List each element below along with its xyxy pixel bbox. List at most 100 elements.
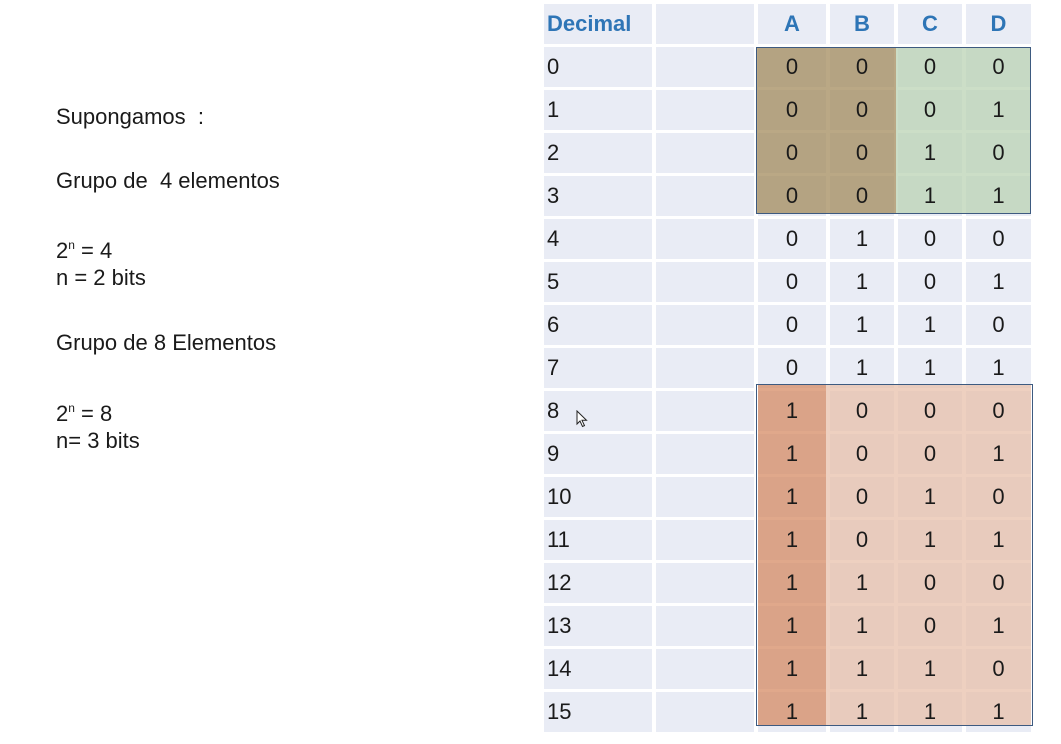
bit-cell-d: 0 bbox=[992, 570, 1005, 595]
bit-cell-d: 0 bbox=[992, 226, 1005, 251]
bit-cell-c: 0 bbox=[923, 97, 937, 122]
bit-cell-a: 1 bbox=[785, 441, 799, 466]
bit-cell-c: 1 bbox=[923, 527, 937, 552]
bit-cell-c: 0 bbox=[923, 441, 937, 466]
note-bits-3: n= 3 bits bbox=[56, 428, 140, 453]
bit-cell-b: 0 bbox=[855, 183, 869, 208]
formula-exponent: n bbox=[68, 401, 75, 415]
bit-cell-a: 0 bbox=[785, 269, 799, 294]
decimal-cell: 12 bbox=[547, 570, 572, 595]
bit-cell-c: 1 bbox=[923, 183, 937, 208]
spacer-cell bbox=[656, 262, 754, 302]
bit-cell-b: 0 bbox=[855, 441, 869, 466]
bit-cell-b: 1 bbox=[855, 312, 869, 337]
bit-cell-b: 0 bbox=[855, 97, 869, 122]
bit-cell-a: 0 bbox=[785, 97, 799, 122]
decimal-cell: 3 bbox=[547, 183, 560, 208]
bit-cell-a: 0 bbox=[785, 226, 799, 251]
spacer-cell bbox=[656, 305, 754, 345]
bit-cell-d: 0 bbox=[992, 398, 1005, 423]
bit-cell-d: 1 bbox=[992, 269, 1005, 294]
decimal-cell: 6 bbox=[547, 312, 560, 337]
formula-result: = 8 bbox=[74, 401, 113, 426]
bit-cell-a: 1 bbox=[785, 613, 799, 638]
bit-cell-a: 0 bbox=[785, 312, 799, 337]
bit-cell-a: 1 bbox=[785, 570, 799, 595]
decimal-cell: 1 bbox=[547, 97, 560, 122]
bit-cell-c: 0 bbox=[923, 269, 937, 294]
spacer-cell bbox=[656, 47, 754, 87]
bit-cell-b: 1 bbox=[855, 269, 869, 294]
bit-cell-d: 0 bbox=[992, 484, 1005, 509]
decimal-cell: 14 bbox=[547, 656, 572, 681]
spacer-cell bbox=[656, 90, 754, 130]
bit-cell-d: 0 bbox=[992, 312, 1005, 337]
bit-cell-b: 1 bbox=[855, 570, 869, 595]
bit-cell-d: 0 bbox=[992, 140, 1005, 165]
bit-cell-b: 1 bbox=[855, 613, 869, 638]
bit-cell-c: 0 bbox=[923, 613, 937, 638]
bit-cell-d: 1 bbox=[992, 699, 1005, 724]
bit-cell-b: 1 bbox=[855, 656, 869, 681]
spacer-cell bbox=[656, 649, 754, 689]
bit-cell-a: 1 bbox=[785, 527, 799, 552]
formula-result: = 4 bbox=[74, 238, 113, 263]
spacer-cell bbox=[656, 692, 754, 732]
bit-cell-c: 0 bbox=[923, 54, 937, 79]
bit-cell-a: 0 bbox=[785, 54, 799, 79]
bit-cell-c: 0 bbox=[923, 226, 937, 251]
decimal-cell: 11 bbox=[547, 527, 570, 552]
header-decimal: Decimal bbox=[547, 11, 632, 36]
bit-cell-a: 0 bbox=[785, 183, 799, 208]
bit-cell-b: 1 bbox=[855, 699, 869, 724]
decimal-cell: 5 bbox=[547, 269, 560, 294]
spacer-cell bbox=[656, 176, 754, 216]
header-a: A bbox=[784, 11, 800, 36]
spacer-cell bbox=[656, 219, 754, 259]
note-formula-4: 2n = 4 bbox=[56, 232, 112, 264]
header-b: B bbox=[854, 11, 870, 36]
bit-cell-c: 1 bbox=[923, 656, 937, 681]
bit-cell-c: 0 bbox=[923, 398, 937, 423]
bit-cell-b: 0 bbox=[855, 484, 869, 509]
decimal-cell: 8 bbox=[547, 398, 560, 423]
bit-cell-a: 1 bbox=[785, 699, 799, 724]
bit-cell-c: 1 bbox=[923, 484, 937, 509]
bit-cell-d: 1 bbox=[992, 97, 1005, 122]
bit-cell-d: 1 bbox=[992, 183, 1005, 208]
note-group-8: Grupo de 8 Elementos bbox=[56, 330, 277, 355]
note-formula-8: 2n = 8 bbox=[56, 395, 112, 427]
spacer-cell bbox=[656, 520, 754, 560]
spacer-cell bbox=[656, 477, 754, 517]
note-supongamos: Supongamos : bbox=[56, 104, 204, 129]
bit-cell-a: 1 bbox=[785, 484, 799, 509]
decimal-cell: 13 bbox=[547, 613, 572, 638]
formula-base: 2 bbox=[56, 401, 69, 426]
bit-cell-a: 1 bbox=[785, 398, 799, 423]
bit-cell-c: 1 bbox=[923, 140, 937, 165]
bit-cell-d: 1 bbox=[992, 441, 1005, 466]
bit-cell-c: 0 bbox=[923, 570, 937, 595]
note-group-4: Grupo de 4 elementos bbox=[56, 168, 280, 193]
spacer-cell bbox=[656, 348, 754, 388]
decimal-cell: 0 bbox=[547, 54, 560, 79]
spacer-cell bbox=[656, 133, 754, 173]
decimal-cell: 2 bbox=[547, 140, 560, 165]
bit-cell-b: 0 bbox=[855, 398, 869, 423]
spacer-cell bbox=[656, 563, 754, 603]
header-d: D bbox=[990, 11, 1007, 36]
decimal-cell: 7 bbox=[547, 355, 560, 380]
bit-cell-b: 1 bbox=[855, 355, 869, 380]
bit-cell-c: 1 bbox=[923, 699, 937, 724]
formula-base: 2 bbox=[56, 238, 69, 263]
formula-exponent: n bbox=[68, 238, 75, 252]
bit-cell-b: 0 bbox=[855, 140, 869, 165]
bit-cell-d: 0 bbox=[992, 656, 1005, 681]
spacer-cell bbox=[656, 606, 754, 646]
spacer-cell bbox=[656, 434, 754, 474]
bit-cell-b: 1 bbox=[855, 226, 869, 251]
note-bits-2: n = 2 bits bbox=[56, 265, 146, 290]
decimal-cell: 10 bbox=[547, 484, 572, 509]
bit-cell-d: 1 bbox=[992, 613, 1005, 638]
bit-cell-b: 0 bbox=[855, 527, 869, 552]
